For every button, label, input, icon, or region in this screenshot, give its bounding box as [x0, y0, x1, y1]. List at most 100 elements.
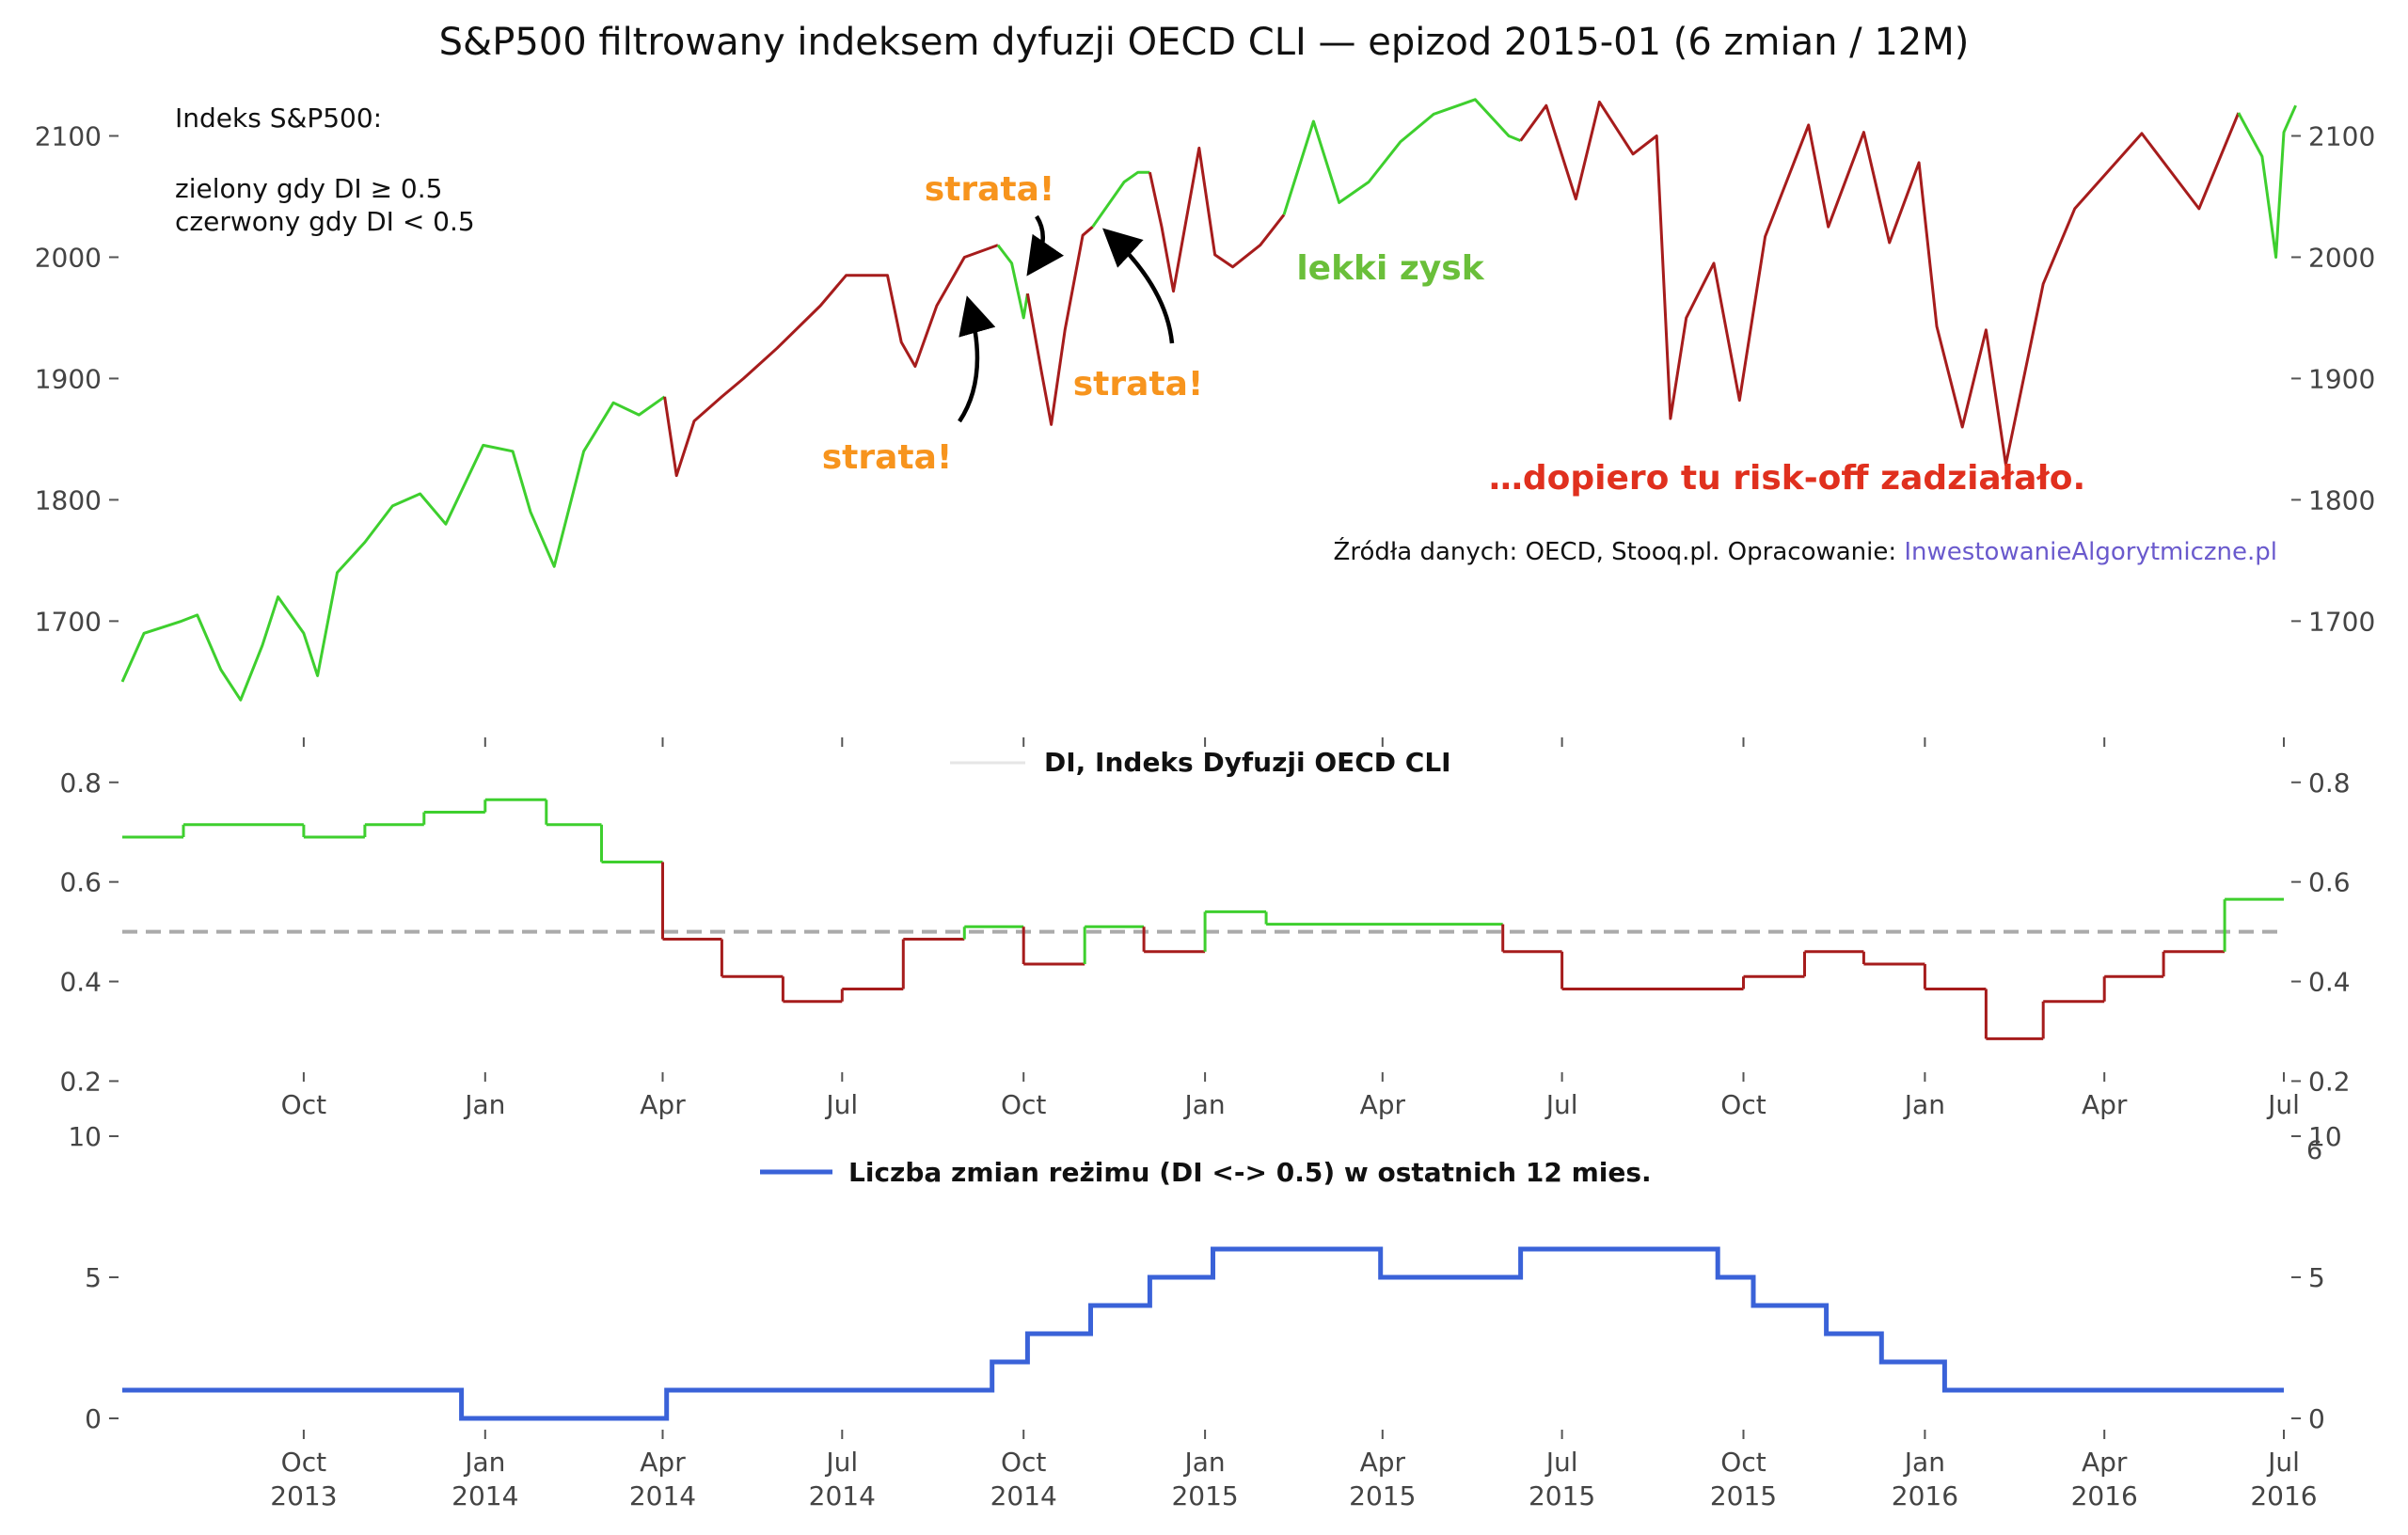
annotation-riskoff: …dopiero tu risk-off zadziałało. [1489, 459, 2085, 498]
price-panel: 1700 1800 1900 2000 2100 1700 1800 1900 2000 210… [35, 98, 2375, 747]
di-y-left-tick-label: 0.4 [59, 967, 102, 998]
regime-x-tick-year: 2014 [629, 1480, 696, 1511]
regime-x-tick-year: 2014 [809, 1480, 876, 1511]
price-segment-green [996, 244, 1029, 320]
price-y-left-tick-label: 2000 [35, 242, 102, 273]
price-segment-green [1282, 98, 1522, 215]
arrow-strata-bottom [958, 295, 996, 423]
di-x-tick-month: Apr [2082, 1089, 2128, 1120]
di-y-right-tick-label: 0.2 [2308, 1066, 2351, 1097]
regime-x-tick-month: Jul [824, 1447, 858, 1478]
source-prefix: Źródła danych: OECD, Stooq.pl. Opracowan… [1334, 536, 1905, 566]
price-segment-green [120, 395, 666, 702]
regime-right-axis-extra: 6 [2306, 1136, 2322, 1165]
annotation-strata-mid: strata! [1073, 365, 1204, 404]
di-x-tick-month: Apr [1360, 1089, 1406, 1120]
regime-x-tick-month: Apr [1360, 1447, 1406, 1478]
regime-change-count-line [122, 1246, 2284, 1421]
regime-x-tick-month: Jan [1183, 1447, 1226, 1478]
di-y-right-tick-label: 0.6 [2308, 867, 2351, 898]
price-y-right-tick-label: 1900 [2308, 363, 2375, 394]
price-legend-line-3: zielony gdy DI ≥ 0.5 [175, 173, 442, 204]
price-y-left-tick-label: 1900 [35, 363, 102, 394]
price-legend-line-1: Indeks S&P500: [175, 103, 382, 134]
price-segment-red [1148, 146, 1286, 293]
regime-series [122, 1246, 2284, 1421]
regime-x-tick-year: 2015 [1171, 1480, 1238, 1511]
source-note: Źródła danych: OECD, Stooq.pl. Opracowan… [1334, 536, 2277, 566]
di-x-tick-month: Oct [281, 1089, 326, 1120]
di-x-tick-month: Oct [1720, 1089, 1766, 1120]
regime-y-right-tick-label: 5 [2308, 1262, 2325, 1293]
price-y-right-tick-label: 2000 [2308, 242, 2375, 273]
price-y-axis-right: 1700 1800 1900 2000 2100 [2291, 120, 2375, 637]
regime-y-right-tick-label: 0 [2308, 1403, 2325, 1434]
di-y-left-tick-label: 0.2 [59, 1066, 102, 1097]
regime-y-right-tick-label: 10 [2308, 1121, 2342, 1152]
di-title: DI, Indeks Dyfuzji OECD CLI [1044, 747, 1451, 778]
price-segment-red [663, 244, 999, 478]
regime-x-ticks: Oct2013Jan2014Apr2014Jul2014Oct2014Jan20… [270, 1430, 2318, 1511]
di-y-left-tick-label: 0.8 [59, 768, 102, 799]
regime-y-left-tick-label: 0 [85, 1403, 102, 1434]
di-y-axis-left: 0.2 0.4 0.6 0.8 [59, 768, 119, 1097]
di-x-tick-month: Jul [1545, 1089, 1578, 1120]
price-series [120, 98, 2297, 702]
regime-x-tick-year: 2016 [2071, 1480, 2138, 1511]
price-segment-green [1091, 170, 1150, 229]
regime-x-tick-month: Jan [463, 1447, 505, 1478]
price-y-right-tick-label: 2100 [2308, 120, 2375, 151]
regime-legend-label: Liczba zmian reżimu (DI <-> 0.5) w ostat… [848, 1157, 1652, 1188]
arrow-strata-top [1026, 214, 1065, 277]
price-x-ticks [302, 737, 2285, 747]
regime-x-tick-year: 2014 [452, 1480, 518, 1511]
di-x-tick-month: Apr [640, 1089, 686, 1120]
regime-y-left-tick-label: 5 [85, 1262, 102, 1293]
price-segment-red [1025, 226, 1094, 426]
di-panel: DI, Indeks Dyfuzji OECD CLI 0.2 0.4 0.6 0.8… [59, 747, 2350, 1120]
regime-x-tick-month: Oct [281, 1447, 326, 1478]
regime-x-tick-month: Oct [1720, 1447, 1766, 1478]
regime-y-axis-left: 0 5 10 [68, 1121, 119, 1434]
regime-x-tick-year: 2015 [1710, 1480, 1777, 1511]
di-x-tick-month: Jul [824, 1089, 858, 1120]
regime-x-tick-month: Jul [2266, 1447, 2300, 1478]
di-y-axis-right: 0.2 0.4 0.6 0.8 [2291, 768, 2351, 1097]
di-x-tick-month: Jan [463, 1089, 505, 1120]
di-x-tick-month: Oct [1001, 1089, 1046, 1120]
regime-y-axis-right: 0 5 10 [2291, 1121, 2342, 1434]
regime-x-tick-month: Apr [2082, 1447, 2128, 1478]
regime-changes-panel: Liczba zmian reżimu (DI <-> 0.5) w ostat… [68, 1121, 2341, 1511]
regime-x-tick-year: 2016 [1892, 1480, 1958, 1511]
regime-x-tick-month: Apr [640, 1447, 686, 1478]
regime-x-tick-month: Jan [1903, 1447, 1945, 1478]
regime-x-tick-year: 2015 [1529, 1480, 1595, 1511]
price-y-left-tick-label: 2100 [35, 120, 102, 151]
price-segment-green [2237, 104, 2297, 259]
di-y-left-tick-label: 0.6 [59, 867, 102, 898]
regime-x-tick-year: 2014 [990, 1480, 1057, 1511]
price-y-right-tick-label: 1700 [2308, 606, 2375, 637]
price-y-left-tick-label: 1800 [35, 484, 102, 515]
di-x-ticks: Oct Jan Apr Jul Oct Jan Apr Jul Oct Jan Apr Jul [281, 1072, 2300, 1120]
regime-x-tick-month: Oct [1001, 1447, 1046, 1478]
price-segment-red [1519, 100, 2241, 467]
price-legend-line-4: czerwony gdy DI < 0.5 [175, 206, 475, 237]
di-x-tick-month: Jan [1903, 1089, 1945, 1120]
price-y-right-tick-label: 1800 [2308, 484, 2375, 515]
arrow-strata-mid [1102, 228, 1175, 344]
source-link[interactable]: InwestowanieAlgorytmiczne.pl [1904, 538, 2277, 566]
regime-x-tick-year: 2013 [270, 1480, 337, 1511]
annotation-strata-top: strata! [925, 170, 1055, 209]
di-x-tick-month: Jul [2266, 1089, 2300, 1120]
regime-x-tick-month: Jul [1545, 1447, 1578, 1478]
price-y-left-tick-label: 1700 [35, 606, 102, 637]
annotation-strata-bottom: strata! [822, 438, 953, 477]
price-y-axis-left: 1700 1800 1900 2000 2100 [35, 120, 119, 637]
di-y-right-tick-label: 0.8 [2308, 768, 2351, 799]
di-series [122, 798, 2284, 1040]
annotation-gain: lekki zysk [1296, 249, 1484, 288]
chart-title: S&P500 filtrowany indeksem dyfuzji OECD … [439, 21, 1970, 64]
regime-x-tick-year: 2015 [1349, 1480, 1416, 1511]
